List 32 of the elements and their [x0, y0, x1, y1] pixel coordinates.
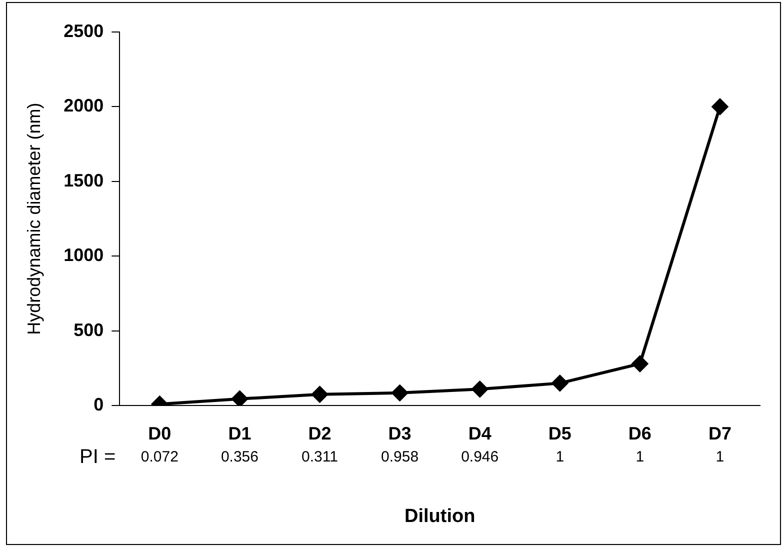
y-axis-title: Hydrodynamic diameter (nm): [24, 102, 44, 335]
text: PI =: [80, 446, 116, 468]
y-tick-label: 500: [74, 320, 104, 340]
point: [551, 374, 568, 392]
text: 0.072: [140, 448, 178, 466]
point: [311, 386, 328, 403]
text: 1: [716, 448, 724, 466]
text: 1: [556, 448, 564, 466]
text: 0.946: [461, 448, 499, 466]
point: [711, 98, 728, 116]
point: [391, 384, 408, 402]
y-tick-label: 2500: [64, 20, 104, 41]
y-tick-label: 1500: [64, 170, 104, 190]
x-tick-label: D6: [628, 423, 652, 444]
x-tick-label: D3: [388, 423, 412, 444]
point: [471, 380, 488, 398]
x-tick-label: D5: [548, 423, 572, 444]
y-tick-label: 1000: [64, 245, 104, 266]
x-axis-title: Dilution: [404, 506, 476, 527]
point: [631, 355, 648, 372]
text: 1: [636, 448, 644, 466]
x-tick-label: D2: [308, 423, 332, 444]
x-tick-label: D4: [468, 423, 492, 444]
text: 0.958: [381, 448, 419, 466]
text: 0.356: [220, 448, 258, 466]
y-tick-label: 0: [94, 394, 104, 415]
text: 0.311: [302, 448, 338, 466]
x-tick-label: D7: [708, 423, 732, 444]
point: [231, 390, 248, 406]
x-tick-label: D0: [148, 423, 172, 444]
x-tick-label: D1: [228, 423, 252, 444]
y-tick-label: 2000: [64, 96, 104, 116]
